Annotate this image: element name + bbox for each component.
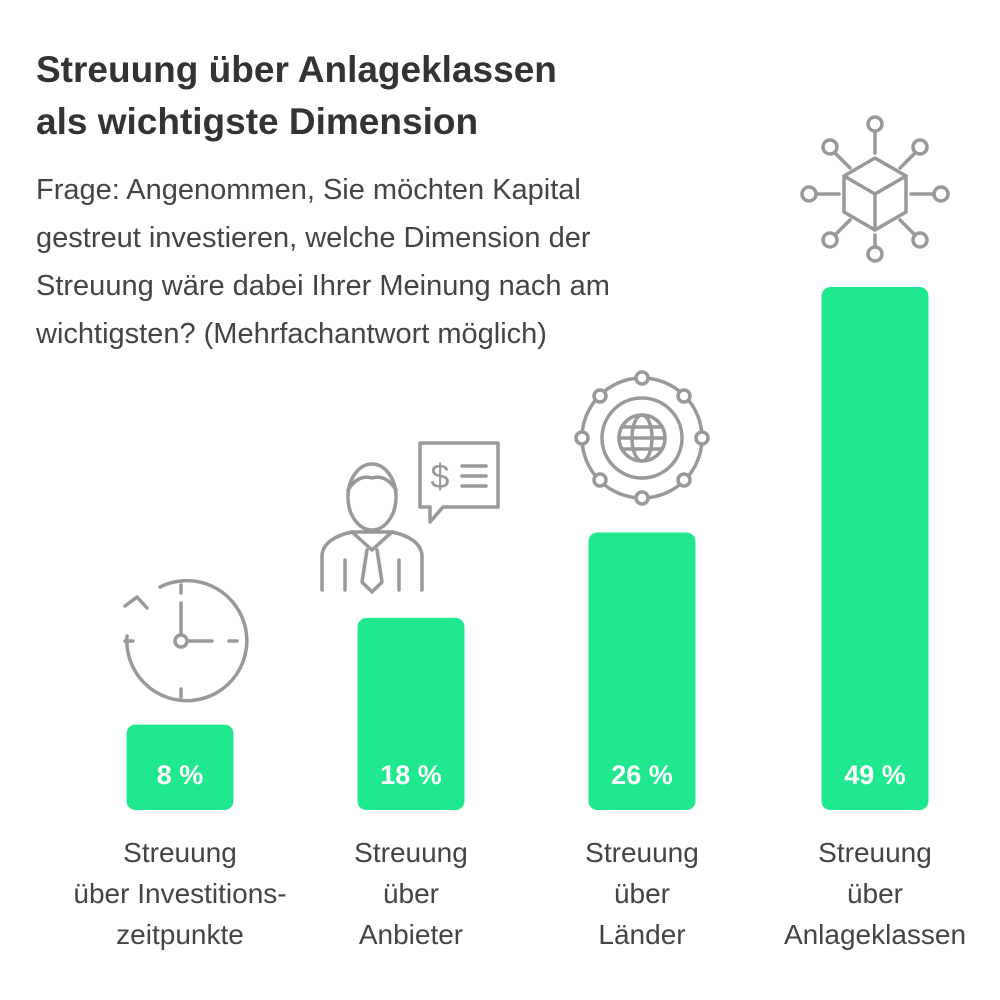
category-label: Streuung über Anbieter [354,837,468,950]
category-label-line: Streuung [123,837,237,868]
question-line: Frage: Angenommen, Sie möchten Kapital [36,174,581,206]
question-text: Frage: Angenommen, Sie möchten Kapital g… [36,166,736,358]
title-line: Streuung über Anlageklassen [36,49,557,90]
question-line: wichtigsten? (Mehrfachantwort möglich) [36,318,547,350]
category-label-line: zeitpunkte [116,919,244,950]
bar-1 [126,724,234,810]
value-label: 8 % [157,760,204,790]
cube-network-icon [800,115,950,263]
category-label-line: Länder [598,919,685,950]
question-line: Streuung wäre dabei Ihrer Meinung nach a… [36,270,610,302]
bar-3 [588,532,696,810]
category-label-line: Streuung [818,837,932,868]
category-label-line: über [847,878,903,909]
bar-2 [357,617,465,810]
value-label: 18 % [380,760,442,790]
clock-icon [123,578,249,703]
category-label-line: Streuung [585,837,699,868]
category-label: Streuung über Anlageklassen [784,837,966,950]
category-label: Streuung über Investitions-zeitpunkte [73,837,286,950]
category-label-line: über [614,878,670,909]
question-line: gestreut investieren, welche Dimension d… [36,222,591,254]
bar-4 [821,287,929,810]
dollar-sign-glyph: $ [431,458,450,496]
category-label-line: Anlageklassen [784,919,966,950]
value-label: 26 % [611,760,673,790]
category-label-line: Streuung [354,837,468,868]
title-line: als wichtigste Dimension [36,101,479,142]
category-label-line: über Investitions- [73,878,286,909]
globe-network-icon [574,370,710,506]
category-label-line: Anbieter [359,919,463,950]
category-label-line: über [383,878,439,909]
chart-title: Streuung über Anlageklassen als wichtigs… [36,44,676,148]
advisor-icon [320,441,500,594]
category-label: Streuung über Länder [585,837,699,950]
value-label: 49 % [844,760,906,790]
